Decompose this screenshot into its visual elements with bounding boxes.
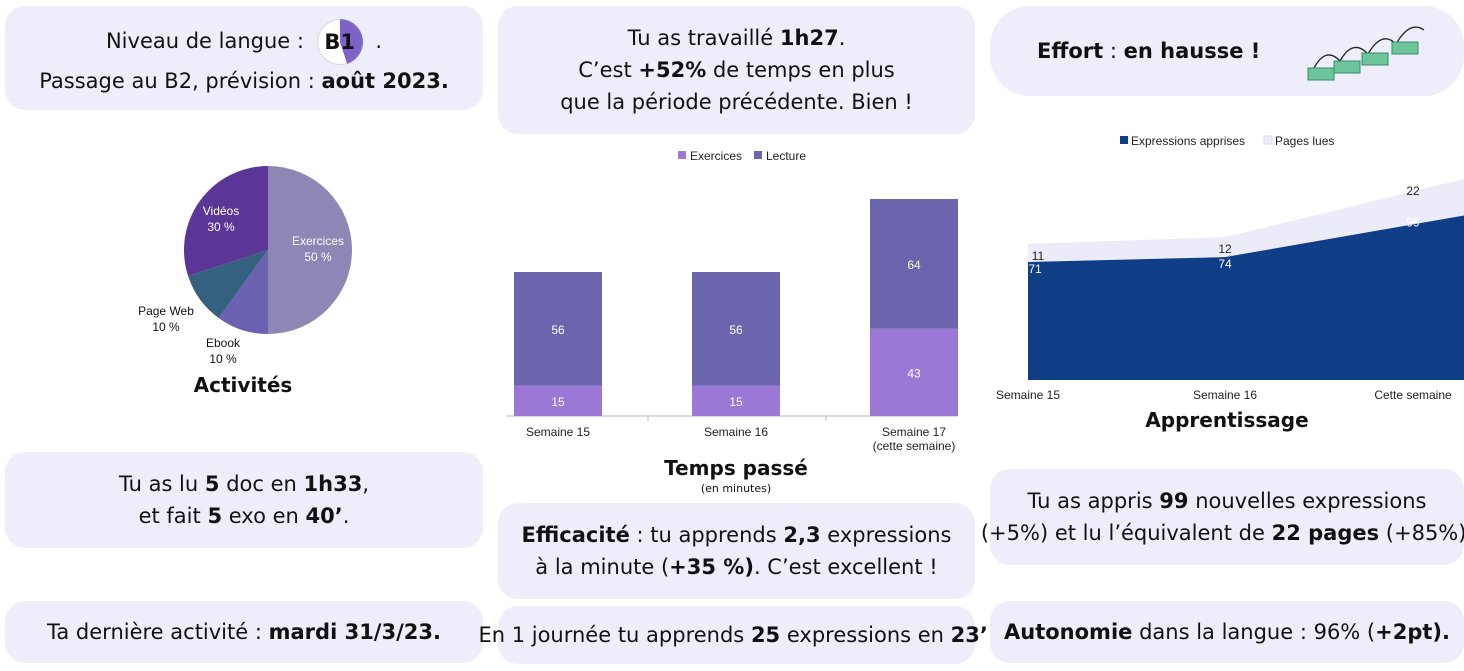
learned-card: Tu as appris 99 nouvelles expressions (+… <box>981 469 1464 565</box>
area-data-label: 71 <box>1028 262 1042 276</box>
area-data-label: 74 <box>1218 257 1232 271</box>
bar-data-label: 56 <box>729 323 743 337</box>
area-pages-lues <box>1028 179 1464 263</box>
work-duration: 1h27 <box>779 26 839 50</box>
level-label: Niveau de langue : <box>105 29 304 53</box>
learning-area-chart: Expressions apprises Pages lues 71 74 99 11 12… <box>996 134 1464 401</box>
pie-slice-vidéos <box>184 166 268 276</box>
pie-percent-label: 10 % <box>152 320 180 334</box>
legend-swatch <box>678 151 686 159</box>
legend-swatch <box>754 151 762 159</box>
work-comment: que la période précédente. Bien ! <box>560 90 913 114</box>
level-badge: B1 <box>316 19 363 65</box>
legend-swatch <box>1263 135 1273 145</box>
pie-slice-ebook <box>218 250 268 334</box>
area-data-label: 22 <box>1406 184 1420 198</box>
bar-segment <box>514 272 602 386</box>
pie-slice-exercices <box>268 166 352 334</box>
legend-label: Exercices <box>690 149 742 163</box>
bar-subtitle: (en minutes) <box>700 482 772 495</box>
x-tick-label: Semaine 15 <box>526 425 590 439</box>
x-tick-label: Semaine 15 <box>996 388 1060 401</box>
pie-label: Page Web <box>138 304 194 318</box>
pie-percent-label: 10 % <box>209 352 237 366</box>
bar-data-label: 56 <box>551 323 565 337</box>
efficiency-card: Efficacité : tu apprends 2,3 expressions… <box>498 503 975 599</box>
time-bar-chart: Exercices Lecture 15 56 Semaine 15 15 56 Semain… <box>506 149 958 453</box>
legend-swatch <box>1120 136 1128 144</box>
pie-label: Ebook <box>206 336 241 350</box>
effort-label: Effort <box>1037 39 1104 63</box>
legend-label: Expressions apprises <box>1131 134 1245 148</box>
work-increase: +52% <box>638 58 707 82</box>
pie-slice-page-web <box>188 250 268 318</box>
pie-title: Activités <box>193 373 293 397</box>
activities-pie-chart: Exercices 50 % Ebook 10 % Page Web 10 % Vidéos… <box>138 166 352 366</box>
forecast-line: Passage au B2, prévision : août 2023. <box>39 69 449 93</box>
legend-label: Pages lues <box>1275 134 1334 148</box>
legend-label: Lecture <box>766 149 806 163</box>
autonomy-card: Autonomie dans la langue : 96% (+2pt). <box>990 601 1464 663</box>
area-expressions-apprises <box>1028 215 1464 380</box>
bar-data-label: 15 <box>551 395 565 409</box>
bar-title: Temps passé <box>664 456 808 480</box>
area-data-label: 11 <box>1032 249 1045 263</box>
reading-card: Tu as lu 5 doc en 1h33, et fait 5 exo en… <box>5 452 483 548</box>
bar-data-label: 43 <box>907 366 921 380</box>
effort-card: Effort : en hausse ! <box>990 6 1464 96</box>
work-card: Tu as travaillé 1h27. C’est +52% de temp… <box>498 6 975 134</box>
pie-percent-label: 30 % <box>207 220 235 234</box>
bar-data-label: 64 <box>907 258 921 272</box>
level-card: Niveau de langue : B1 . Passage au B2, p… <box>5 6 483 110</box>
area-data-label: 12 <box>1218 242 1232 256</box>
bar-segment <box>514 385 602 416</box>
daily-card: En 1 journée tu apprends 25 expressions … <box>478 606 995 664</box>
x-tick-label: Semaine 16 <box>1193 388 1257 401</box>
pie-percent-label: 50 % <box>304 250 332 264</box>
bar-data-label: 15 <box>729 395 743 409</box>
bar-segment <box>692 272 780 386</box>
x-tick-label: Semaine 17 <box>882 425 946 439</box>
effort-value: en hausse ! <box>1123 39 1261 63</box>
level-line: Niveau de langue : B1 . <box>106 19 382 65</box>
bar-segment <box>870 328 958 416</box>
bar-segment <box>870 199 958 329</box>
forecast-date: août 2023. <box>321 69 449 93</box>
x-tick-label: Cette semaine <box>1374 388 1452 401</box>
area-data-label: 99 <box>1406 216 1420 230</box>
pie-label: Vidéos <box>203 204 239 218</box>
last-activity-card: Ta dernière activité : mardi 31/3/23. <box>5 601 483 663</box>
pie-label: Exercices <box>292 234 344 248</box>
bar-segment <box>692 385 780 416</box>
x-tick-label: Semaine 16 <box>704 425 768 439</box>
x-tick-sublabel: (cette semaine) <box>873 439 956 453</box>
stairs-illustration <box>1307 26 1425 81</box>
area-title: Apprentissage <box>1145 408 1309 432</box>
